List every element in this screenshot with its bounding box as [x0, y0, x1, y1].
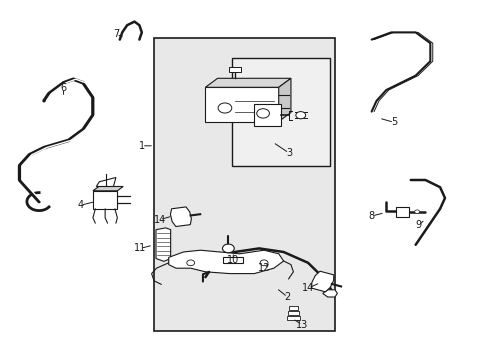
Polygon shape [93, 191, 117, 209]
Polygon shape [156, 228, 170, 261]
Circle shape [260, 260, 267, 266]
Text: 3: 3 [285, 148, 291, 158]
Text: 1: 1 [139, 141, 144, 151]
Polygon shape [170, 207, 191, 226]
Polygon shape [395, 207, 408, 217]
Circle shape [295, 112, 305, 119]
Text: 2: 2 [284, 292, 290, 302]
Text: 8: 8 [368, 211, 374, 221]
Bar [232, 58, 329, 166]
Polygon shape [311, 271, 333, 292]
Text: 4: 4 [78, 200, 83, 210]
Polygon shape [168, 250, 283, 274]
Circle shape [222, 244, 234, 253]
Circle shape [186, 260, 194, 266]
Bar [287, 311, 299, 315]
Polygon shape [96, 177, 116, 186]
Bar [288, 306, 298, 310]
Polygon shape [205, 78, 290, 87]
Polygon shape [223, 257, 243, 263]
Text: 10: 10 [226, 255, 239, 265]
Text: 6: 6 [61, 83, 66, 93]
Text: 7: 7 [113, 29, 119, 39]
Circle shape [218, 103, 231, 113]
Polygon shape [93, 186, 123, 191]
Text: 11: 11 [134, 243, 146, 253]
Text: 14: 14 [302, 283, 314, 293]
Bar [154, 38, 334, 331]
Polygon shape [254, 104, 281, 126]
Bar [286, 316, 300, 320]
Polygon shape [205, 87, 278, 122]
Bar [228, 68, 240, 72]
Text: 5: 5 [390, 117, 396, 127]
Text: 9: 9 [414, 220, 420, 230]
Text: 13: 13 [295, 320, 308, 330]
Text: 12: 12 [257, 263, 270, 273]
Text: 14: 14 [153, 215, 166, 225]
Circle shape [414, 210, 419, 213]
Circle shape [256, 109, 269, 118]
Polygon shape [322, 290, 337, 297]
Polygon shape [278, 78, 290, 122]
